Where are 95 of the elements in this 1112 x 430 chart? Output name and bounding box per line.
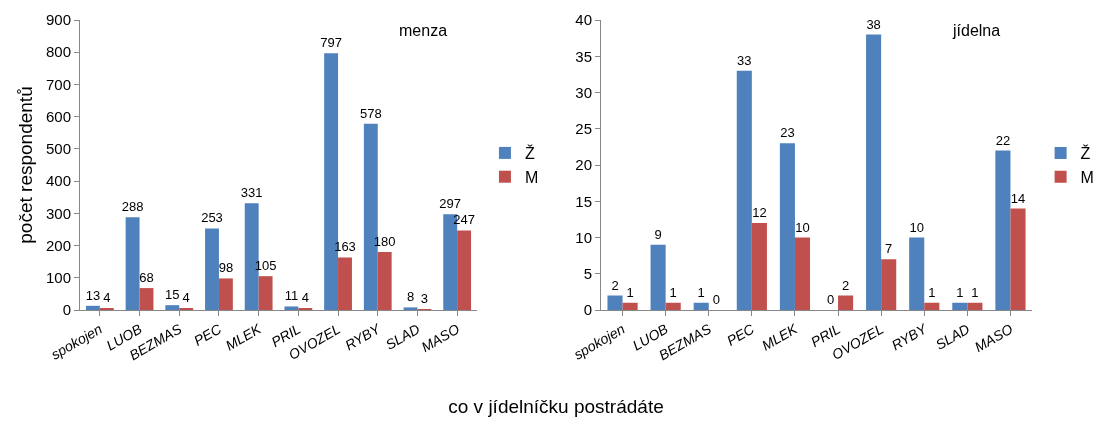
- y-tick-label: 400: [45, 172, 71, 190]
- data-label: 23: [780, 125, 795, 141]
- bar: [218, 278, 233, 310]
- bar: [924, 302, 940, 310]
- bar: [139, 288, 154, 310]
- data-label: 9: [654, 226, 662, 242]
- data-label: 12: [752, 205, 767, 220]
- data-label: 1: [928, 284, 936, 300]
- data-label: 0: [826, 292, 835, 307]
- bar: [693, 302, 709, 310]
- data-label: 13: [85, 287, 101, 303]
- y-tick-label: 300: [45, 204, 71, 222]
- data-label: 10: [795, 219, 810, 235]
- y-axis-title: počet respondentů: [14, 86, 36, 244]
- data-label: 3: [420, 291, 429, 306]
- chart-title: menza: [399, 22, 448, 39]
- bar: [794, 237, 811, 310]
- y-tick-label: 30: [575, 83, 592, 101]
- data-label: 1: [626, 284, 634, 300]
- data-label: 578: [359, 105, 382, 121]
- bar: [85, 305, 100, 310]
- bar: [338, 257, 352, 310]
- legend-label: Ž: [1080, 144, 1091, 163]
- bar: [995, 150, 1011, 310]
- legend-label: Ž: [524, 144, 535, 163]
- data-label: 8: [406, 289, 415, 305]
- y-tick-label: 15: [575, 192, 592, 210]
- data-label: 4: [301, 290, 309, 305]
- data-label: 797: [320, 35, 342, 51]
- y-tick-label: 10: [575, 228, 592, 246]
- data-label: 98: [218, 260, 234, 276]
- data-label: 2: [841, 277, 850, 293]
- y-tick-label: 40: [575, 11, 592, 29]
- data-label: 2: [611, 277, 619, 293]
- data-label: 1: [669, 284, 677, 300]
- legend-label: M: [1080, 168, 1094, 186]
- bar: [751, 223, 767, 310]
- data-label: 1: [971, 284, 979, 300]
- y-tick-label: 500: [45, 140, 71, 158]
- data-label: 7: [885, 241, 893, 257]
- y-tick-label: 20: [575, 156, 592, 174]
- bar: [952, 302, 968, 310]
- bar: [665, 302, 681, 310]
- y-tick-label: 0: [583, 301, 592, 319]
- bar: [909, 237, 925, 310]
- bar: [377, 252, 392, 310]
- y-tick-label: 800: [45, 43, 71, 61]
- y-tick-label: 600: [45, 107, 71, 125]
- bar: [622, 302, 638, 310]
- data-label: 1: [956, 284, 964, 300]
- bar: [779, 143, 795, 310]
- data-label: 297: [439, 196, 462, 212]
- bar: [650, 244, 666, 310]
- y-tick-label: 5: [583, 265, 592, 282]
- y-tick-label: 700: [45, 75, 71, 93]
- bar: [403, 307, 418, 310]
- bar: [881, 259, 897, 310]
- bar: [284, 306, 299, 310]
- x-tick-label: PEC: [723, 320, 758, 349]
- y-tick-label: 25: [575, 120, 592, 137]
- y-tick-label: 0: [62, 301, 71, 319]
- bar: [967, 302, 983, 310]
- data-label: 68: [139, 270, 154, 286]
- legend-label: M: [524, 168, 539, 186]
- data-label: 253: [201, 210, 223, 226]
- data-label: 1: [697, 284, 705, 300]
- bar: [258, 276, 273, 310]
- chart-title: jídelna: [952, 22, 1001, 39]
- bar: [165, 305, 180, 310]
- data-label: 10: [909, 219, 924, 235]
- data-label: 38: [866, 16, 881, 32]
- bar: [838, 295, 854, 310]
- data-label: 15: [165, 287, 180, 303]
- data-label: 22: [995, 132, 1011, 148]
- y-tick-label: 35: [575, 47, 592, 65]
- bar: [1010, 208, 1026, 310]
- bar: [866, 34, 882, 310]
- y-tick-label: 100: [45, 269, 71, 287]
- data-label: 4: [182, 290, 190, 305]
- bar: [205, 228, 219, 310]
- x-tick-label: PEC: [191, 320, 225, 349]
- data-label: 33: [737, 52, 752, 68]
- y-tick-label: 200: [45, 236, 71, 254]
- data-label: 288: [121, 199, 144, 215]
- bar: [125, 217, 140, 310]
- bar: [457, 230, 472, 310]
- data-label: 331: [240, 185, 263, 201]
- bar: [736, 70, 752, 310]
- bar: [607, 295, 623, 310]
- data-label: 14: [1010, 190, 1026, 206]
- data-label: 4: [103, 290, 111, 305]
- data-label: 0: [712, 292, 720, 307]
- x-axis-title: co v jídelníčku postrádáte: [447, 396, 665, 418]
- y-tick-label: 900: [45, 11, 71, 29]
- data-label: 11: [284, 288, 299, 304]
